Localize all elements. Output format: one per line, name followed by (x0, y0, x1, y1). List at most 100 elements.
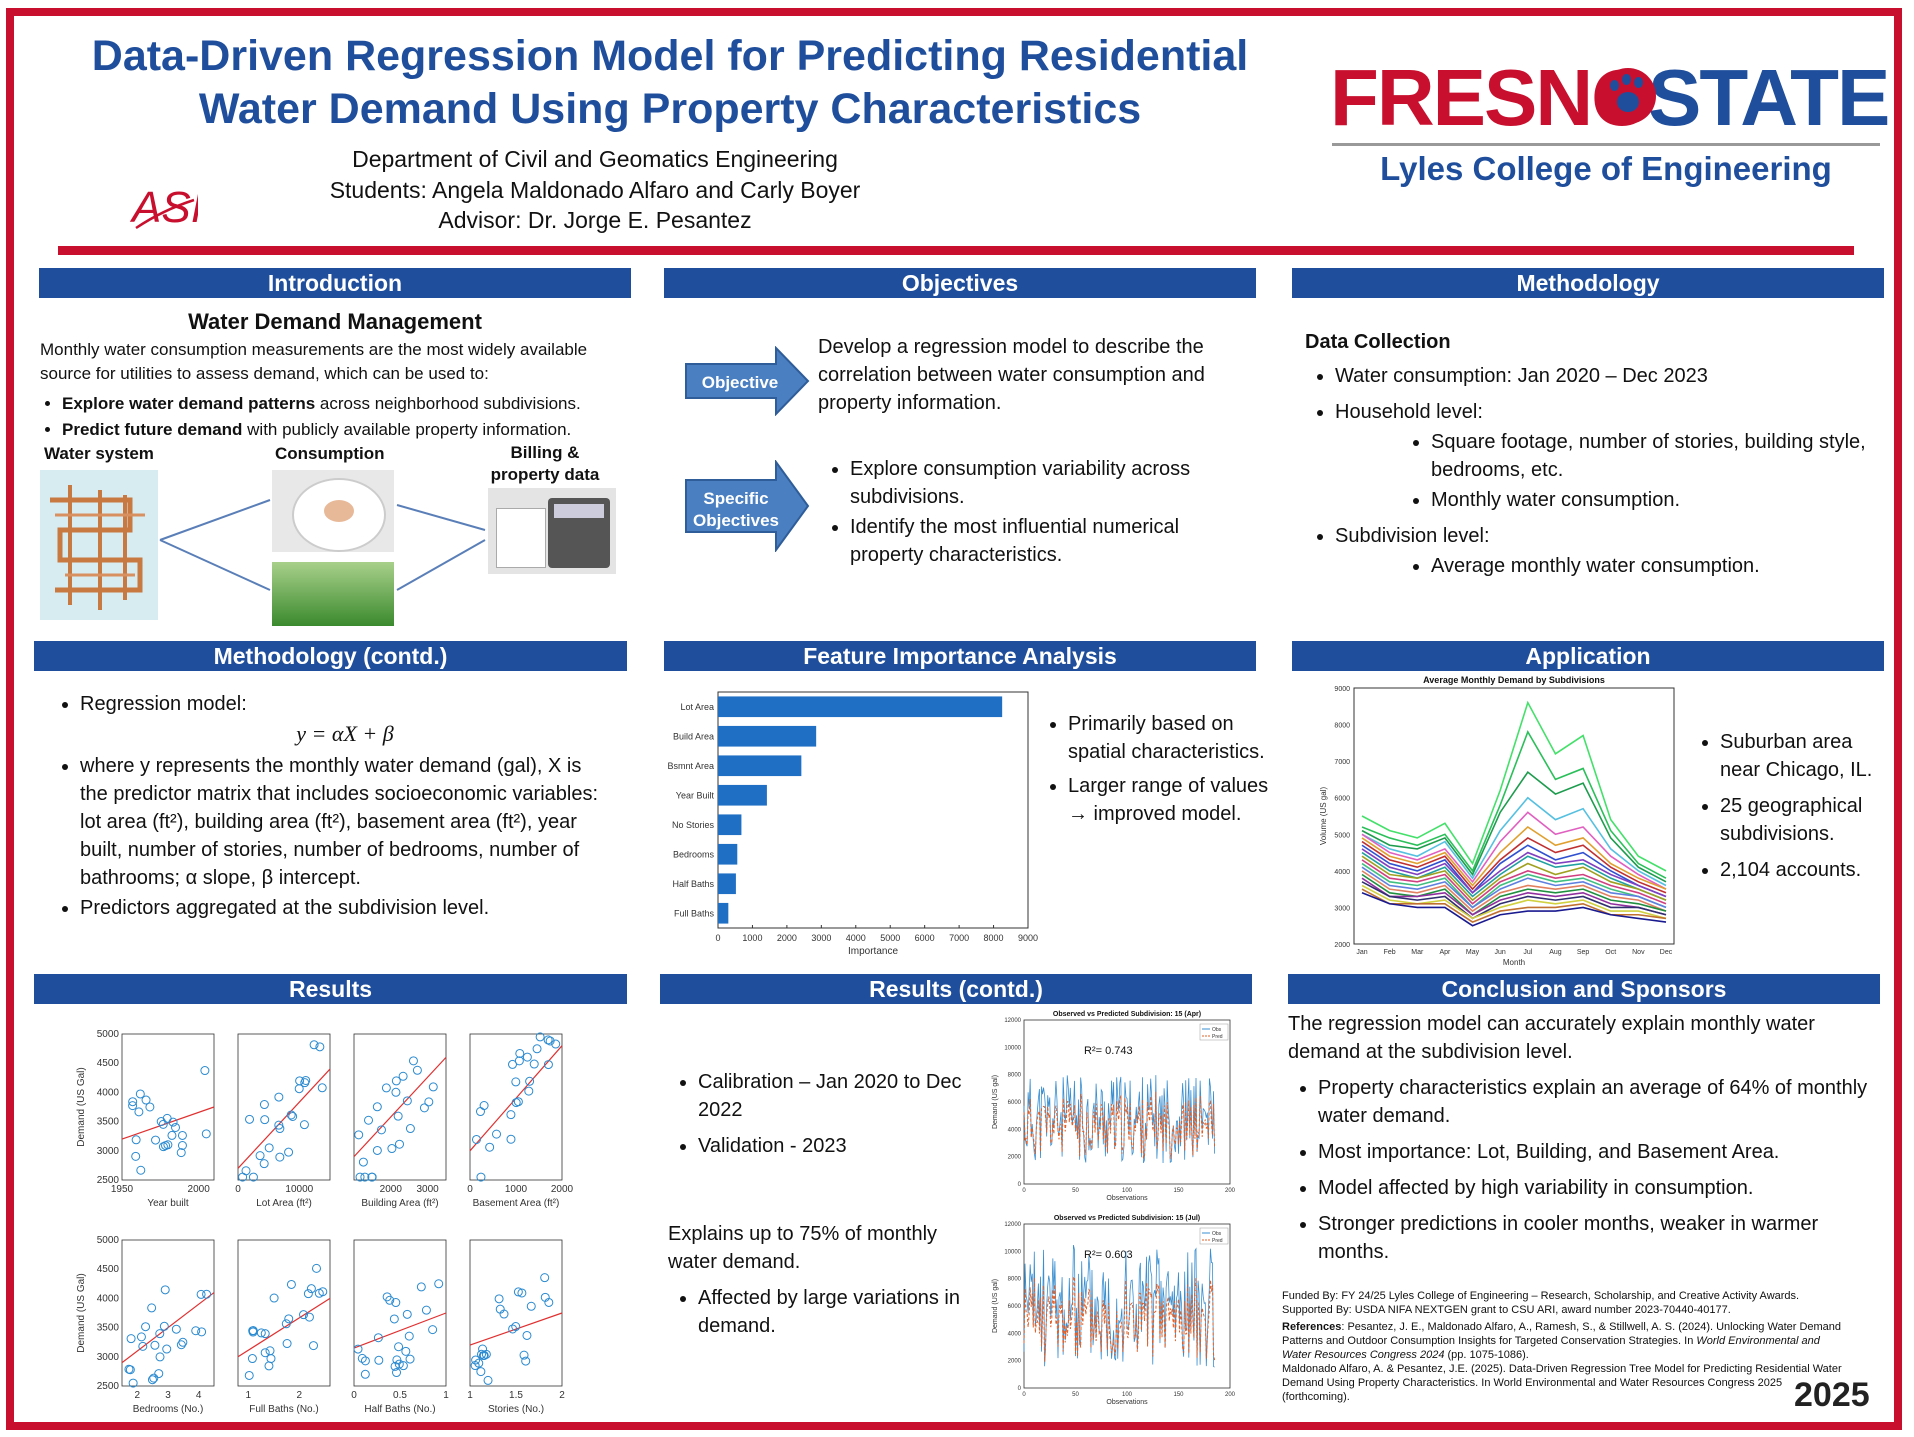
scatter-point (176, 1148, 186, 1158)
fi-axes (717, 691, 1029, 929)
scatter-xtick-label: 2000 (380, 1184, 403, 1195)
ts-ylabel: Demand (US gal) (992, 1279, 999, 1333)
intro-paragraph: Monthly water consumption measurements a… (40, 340, 588, 383)
app-series-line (1361, 836, 1667, 894)
scatter-point (161, 1141, 171, 1151)
scatter-point (519, 1350, 529, 1360)
ts-ytick-label: 2000 (1008, 1359, 1022, 1365)
scatter-point (131, 1151, 141, 1161)
department: Department of Civil and Geomatics Engine… (352, 146, 838, 172)
fi-tick-label: 2000 (777, 933, 797, 943)
scatter-point (506, 1134, 516, 1144)
scatter-xtick-label: 2000 (188, 1184, 211, 1195)
fi-bar (718, 696, 1003, 718)
app-xtick-label: Dec (1660, 949, 1673, 956)
app-xtick-label: Mar (1411, 949, 1424, 956)
scatter-point (521, 1356, 531, 1366)
fi-bar (718, 725, 817, 747)
paw-icon (1600, 68, 1656, 124)
scatter-point (158, 1119, 168, 1129)
scatter-ytick-label: 4500 (97, 1058, 120, 1069)
scatter-xtick-label: 2 (559, 1390, 565, 1401)
ts-title: Observed vs Predicted Subdivision: 15 (A… (1053, 1011, 1201, 1018)
scatter-point (404, 1331, 414, 1341)
scatter-point (394, 1342, 404, 1352)
ts-ytick-label: 4000 (1008, 1127, 1022, 1133)
scatter-point (551, 1039, 561, 1049)
scatter-point (355, 1172, 365, 1182)
scatter-point (284, 1147, 294, 1157)
scatter-point (286, 1279, 296, 1289)
scatter-point (274, 1092, 284, 1102)
scatter-point (201, 1129, 211, 1139)
fi-bar (718, 902, 729, 924)
scatter-point (428, 1082, 438, 1092)
specific-objective-1: Explore consumption variability across s… (850, 455, 1250, 511)
app-series-line (1361, 881, 1667, 920)
scatter-point (543, 1035, 553, 1045)
scatter-point (391, 1076, 401, 1086)
ts-xtick-label: 150 (1173, 1188, 1184, 1194)
fi-tick-label: 0 (715, 933, 720, 943)
app-chart-title: Average Monthly Demand by Subdivisions (1423, 675, 1605, 685)
scatter-point (408, 1056, 418, 1066)
scatter-point (131, 1135, 141, 1145)
scatter-xtick-label: 2 (135, 1390, 141, 1401)
scatter-point (387, 1144, 397, 1154)
scatter-xtick-label: 0.5 (393, 1390, 407, 1401)
application-header: Application (1292, 641, 1884, 671)
scatter-ytick-label: 2500 (97, 1381, 120, 1392)
app-series-line (1361, 855, 1667, 902)
app-ytick-label: 6000 (1334, 796, 1350, 803)
scatter-point (405, 1124, 415, 1134)
scatter-point (282, 1339, 292, 1349)
methodology-header: Methodology (1292, 268, 1884, 298)
scatter-point (281, 1319, 291, 1329)
scatter-point (260, 1348, 270, 1358)
app-series-line (1361, 770, 1667, 883)
app-series-line (1361, 811, 1667, 890)
scatter-point (295, 1076, 305, 1086)
scatter-point (511, 1098, 521, 1108)
app-series-line (1361, 730, 1667, 879)
ts-legend-obs: Obs (1212, 1231, 1222, 1237)
scatter-point (391, 1298, 401, 1308)
app-xtick-label: Jan (1356, 949, 1367, 956)
scatter-point (394, 1139, 404, 1149)
svg-text:Objectives: Objectives (693, 511, 779, 530)
fi-tick-label: 1000 (742, 933, 762, 943)
ts-ytick-label: 0 (1018, 1182, 1022, 1188)
objectives-header: Objectives (664, 268, 1256, 298)
ts-xlabel: Observations (1106, 1195, 1148, 1202)
scatter-point (260, 1115, 270, 1125)
ts-xtick-label: 0 (1022, 1188, 1026, 1194)
scatter-point (141, 1322, 151, 1332)
ts-xtick-label: 200 (1225, 1392, 1236, 1398)
fi-tick-label: 7000 (949, 933, 969, 943)
water-system-image (40, 470, 158, 620)
poster-year: 2025 (1794, 1376, 1870, 1414)
scatter-point (135, 1089, 145, 1099)
scatter-ytick-label: 5000 (97, 1029, 120, 1040)
ts-xtick-label: 150 (1173, 1392, 1184, 1398)
scatter-point (136, 1332, 146, 1342)
app-series-line (1361, 877, 1667, 916)
observed-vs-predicted-apr: Observed vs Predicted Subdivision: 15 (A… (992, 1011, 1236, 1202)
scatter-point (402, 1309, 412, 1319)
scatter-xlabel: Lot Area (ft²) (256, 1198, 312, 1209)
conclusion-paragraph: The regression model can accurately expl… (1288, 1013, 1815, 1063)
app-ytick-label: 2000 (1334, 942, 1350, 949)
app-xtick-label: Jun (1495, 949, 1506, 956)
ts-title: Observed vs Predicted Subdivision: 15 (J… (1054, 1215, 1200, 1222)
app-series-line (1361, 796, 1667, 887)
header-rule (58, 246, 1854, 255)
state-wordmark: STATE (1648, 53, 1890, 142)
app-series-line (1361, 825, 1667, 890)
app-ytick-label: 3000 (1334, 905, 1350, 912)
specific-objective-2: Identify the most influential numerical … (850, 513, 1250, 569)
scatter-point (149, 1373, 159, 1383)
scatter-ylabel: Demand (US Gal) (76, 1273, 87, 1352)
ts-observed-line (1023, 1075, 1215, 1164)
feature-importance-header: Feature Importance Analysis (664, 641, 1256, 671)
ts-ytick-label: 2000 (1008, 1155, 1022, 1161)
